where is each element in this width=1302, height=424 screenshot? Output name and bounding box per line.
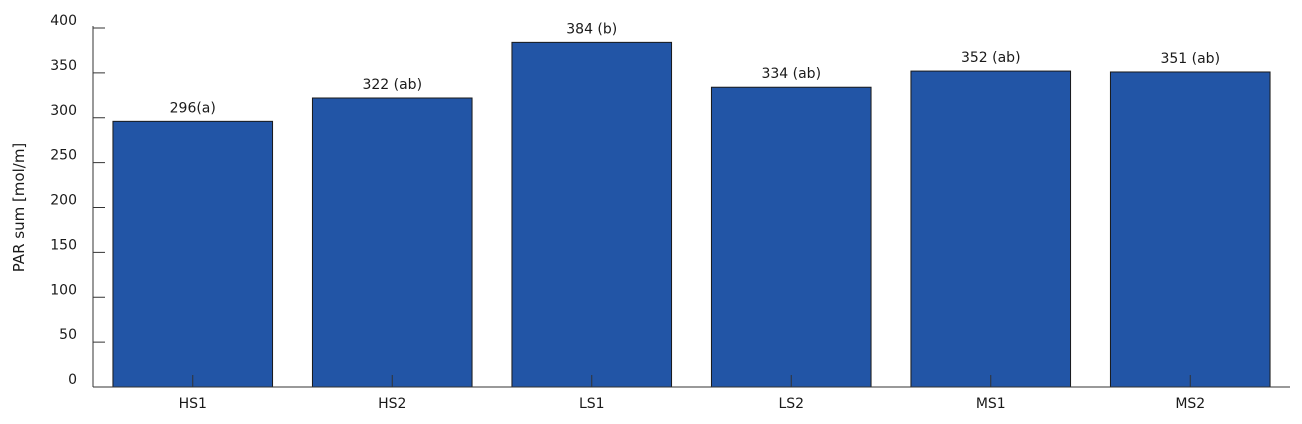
data-label: 334 (ab): [761, 66, 821, 82]
x-tick-label: LS1: [579, 396, 605, 412]
bar-hs2: [311, 97, 473, 388]
x-ticks: HS1 HS2 LS1 LS2 MS1 MS2: [179, 375, 1205, 412]
y-tick-label: 150: [50, 237, 77, 253]
bar-ms2: [1109, 71, 1271, 388]
y-tick-label: 200: [50, 193, 77, 209]
data-label: 384 (b): [566, 21, 617, 37]
bar-ms1: [910, 70, 1072, 388]
y-tick-label: 400: [50, 13, 77, 29]
x-tick-label: HS1: [179, 396, 207, 412]
y-axis-label: PAR sum [mol/m]: [10, 143, 28, 273]
bar-hs1: [112, 120, 274, 388]
bar-ls2: [710, 86, 872, 388]
y-tick-label: 50: [59, 327, 77, 343]
y-tick-label: 250: [50, 148, 77, 164]
axes-layer: [92, 26, 1290, 388]
y-tick-label: 300: [50, 103, 77, 119]
x-tick-label: HS2: [378, 396, 406, 412]
data-label: 352 (ab): [961, 50, 1021, 66]
data-labels: 296(a) 322 (ab) 384 (b) 334 (ab) 352 (ab) 351…: [170, 21, 1220, 116]
data-label: 296(a): [170, 100, 216, 116]
data-label: 322 (ab): [362, 77, 422, 93]
y-tick-label: 0: [68, 372, 77, 388]
data-label: 351 (ab): [1160, 51, 1220, 67]
x-tick-label: MS2: [1175, 396, 1205, 412]
bars-layer: [112, 41, 1271, 388]
bar-ls1: [511, 41, 673, 388]
x-tick-label: LS2: [778, 396, 804, 412]
y-ticks: 0 50 100 150 200 250 300 350 400: [50, 13, 105, 388]
x-tick-label: MS1: [976, 396, 1006, 412]
y-tick-label: 100: [50, 282, 77, 298]
y-tick-label: 350: [50, 58, 77, 74]
